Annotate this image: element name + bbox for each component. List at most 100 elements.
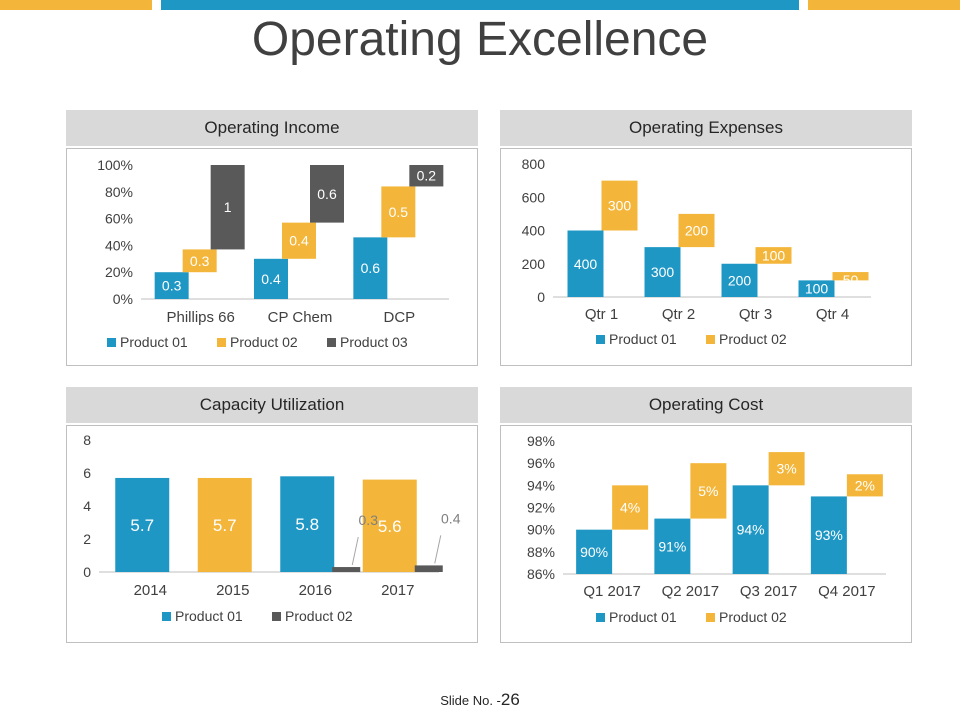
bar-product-01 [732, 485, 769, 574]
data-label: 1 [224, 199, 232, 215]
x-tick-label: 2014 [134, 582, 167, 599]
x-tick-label: CP Chem [268, 309, 333, 326]
legend-label: Product 01 [175, 608, 243, 624]
legend-swatch [596, 335, 605, 344]
y-tick-label: 40% [105, 237, 133, 253]
legend-label: Product 02 [230, 334, 298, 350]
y-tick-label: 20% [105, 264, 133, 280]
bar-product-01 [798, 280, 835, 297]
y-tick-label: 200 [522, 256, 546, 272]
legend-swatch [706, 613, 715, 622]
x-tick-label: Q4 2017 [818, 583, 876, 600]
bar-product-01 [353, 237, 388, 299]
y-tick-label: 2 [83, 531, 91, 547]
y-tick-label: 90% [527, 522, 555, 538]
bar-product-02 [601, 180, 638, 231]
accent-bar-right [808, 0, 960, 10]
data-label: 200 [728, 272, 752, 288]
bar-product-02 [678, 213, 715, 248]
y-tick-label: 96% [527, 455, 555, 471]
capacity-utilization-chart: 0 2 4 6 8 2014 2015 2016 2017 5.7 5.7 5.8 5.6 0.3 0.4 P… [66, 425, 478, 643]
data-label: 50 [843, 272, 859, 288]
bar-product-03 [310, 165, 344, 223]
data-label: 100 [762, 247, 786, 263]
bar-product-01 [810, 496, 847, 574]
y-tick-label: 800 [522, 156, 546, 172]
panel-header-capacity-utilization: Capacity Utilization [66, 387, 478, 423]
x-tick-label: 2017 [381, 582, 414, 599]
leader-line [351, 536, 359, 566]
data-label: 2% [855, 477, 875, 493]
legend-swatch [162, 612, 171, 621]
legend-swatch [217, 338, 226, 347]
legend-swatch [596, 613, 605, 622]
bar-product-02 [381, 186, 416, 238]
bar-product-03 [409, 165, 444, 187]
legend-swatch [327, 338, 336, 347]
data-label: 90% [580, 544, 608, 560]
slide-number-label: Slide No. - [440, 693, 501, 708]
legend-swatch [272, 612, 281, 621]
bar-product-01 [254, 258, 288, 299]
data-label: 0.5 [389, 204, 409, 220]
x-tick-label: Q2 2017 [662, 583, 720, 600]
x-tick-label: Q3 2017 [740, 583, 798, 600]
x-tick-label: Qtr 3 [739, 306, 772, 323]
data-label: 0.6 [361, 260, 381, 276]
leader-line [434, 535, 442, 564]
operating-cost-chart: 86% 88% 90% 92% 94% 96% 98% Q1 2017 Q2 2017 Q3 20… [500, 425, 912, 643]
slide-title: Operating Excellence [251, 13, 709, 66]
legend-swatch [706, 335, 715, 344]
bar-product-01 [644, 247, 681, 297]
operating-income-chart: 0% 20% 40% 60% 80% 100% Phillips 66 CP Chem DCP 0… [66, 148, 478, 366]
y-tick-label: 86% [527, 566, 555, 582]
panel-header-operating-expenses: Operating Expenses [500, 110, 912, 146]
y-tick-label: 0 [83, 564, 91, 580]
accent-bar-left [0, 0, 152, 10]
bar-product-02 [755, 247, 792, 264]
data-label: 100 [805, 281, 829, 297]
bar-product-02 [832, 272, 869, 281]
data-label: 0.3 [190, 253, 210, 269]
panel-header-operating-income: Operating Income [66, 110, 478, 146]
capacity-utilization-svg: 0 2 4 6 8 2014 2015 2016 2017 5.7 5.7 5.8 5.60.3 0.4 P… [83, 432, 460, 624]
x-tick-label: Qtr 1 [585, 306, 618, 323]
legend-label: Product 01 [609, 609, 677, 625]
y-tick-label: 400 [522, 223, 546, 239]
data-label: 4% [620, 500, 640, 516]
legend-label: Product 02 [285, 608, 353, 624]
x-tick-label: Qtr 2 [662, 306, 695, 323]
legend-swatch [107, 338, 116, 347]
data-label: 300 [651, 264, 675, 280]
y-tick-label: 60% [105, 211, 133, 227]
data-label: 5.7 [130, 516, 154, 535]
y-tick-label: 94% [527, 477, 555, 493]
data-label: 0.3 [359, 512, 379, 528]
panel-header-operating-cost: Operating Cost [500, 387, 912, 423]
data-label: 0.3 [162, 278, 182, 294]
y-tick-label: 80% [105, 184, 133, 200]
x-tick-label: 2015 [216, 582, 249, 599]
slide-number: Slide No. -26 [0, 690, 960, 710]
bar-product-02 [768, 452, 805, 486]
data-label: 93% [815, 527, 843, 543]
y-tick-label: 92% [527, 500, 555, 516]
bar-product-01 [576, 529, 613, 574]
y-tick-label: 4 [83, 498, 91, 514]
data-label: 5.8 [295, 515, 319, 534]
bar-product-02 [414, 565, 443, 572]
y-tick-label: 100% [97, 157, 133, 173]
operating-cost-svg: 86% 88% 90% 92% 94% 96% 98% Q1 2017 Q2 2017 Q3 20… [527, 433, 886, 625]
legend-label: Product 03 [340, 334, 408, 350]
data-label: 0.4 [289, 233, 309, 249]
legend-label: Product 02 [719, 609, 787, 625]
x-tick-label: Qtr 4 [816, 306, 849, 323]
bar-product-01 [721, 263, 758, 297]
y-tick-label: 6 [83, 465, 91, 481]
bar-product-02 [690, 463, 727, 519]
data-label: 91% [658, 538, 686, 554]
y-tick-label: 0 [537, 289, 545, 305]
bar-product-01 [654, 518, 691, 574]
bar-product-01 [197, 477, 252, 572]
data-label: 200 [685, 223, 709, 239]
